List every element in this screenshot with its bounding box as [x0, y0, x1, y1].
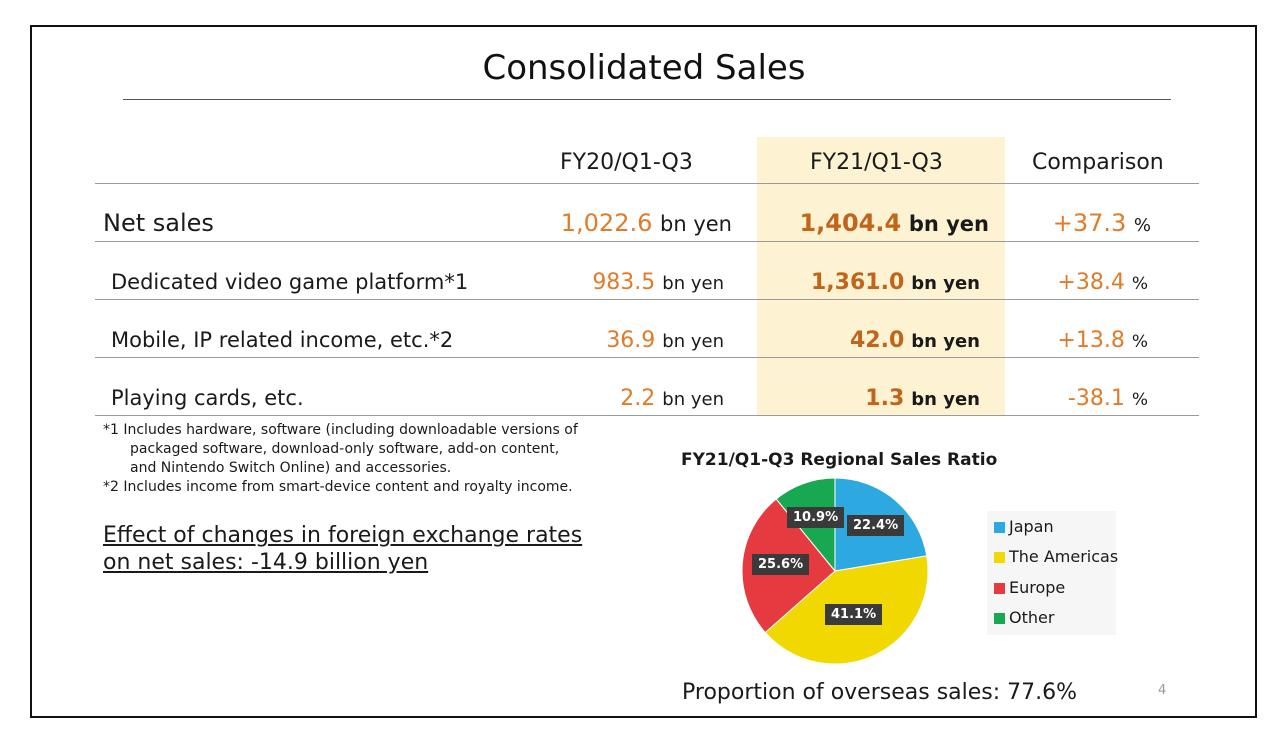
pie-label-americas: 41.1% [825, 604, 883, 625]
footnote-1-cont: packaged software, download-only softwar… [130, 441, 560, 457]
legend-item-americas: The Americas [994, 547, 1118, 566]
net-sales-comparison: +37.3 % [1052, 209, 1151, 237]
dedicated-platform-fy20: 983.5 bn yen [592, 270, 724, 295]
row-label-playing-cards: Playing cards, etc. [111, 386, 304, 410]
row-rule [95, 241, 1199, 242]
slide-frame [30, 25, 1257, 718]
header-rule [95, 183, 1199, 184]
mobile-ip-comparison: +13.8 % [1057, 328, 1148, 353]
header-comparison: Comparison [1032, 150, 1164, 175]
fx-effect-line-1: Effect of changes in foreign exchange ra… [103, 523, 583, 548]
net-sales-fy21: 1,404.4 bn yen [799, 209, 989, 237]
legend-swatch [994, 613, 1005, 624]
header-fy20: FY20/Q1-Q3 [560, 150, 693, 175]
legend-item-europe: Europe [994, 578, 1065, 597]
dedicated-platform-comparison: +38.4 % [1057, 270, 1148, 295]
page-title: Consolidated Sales [482, 48, 806, 88]
row-label-dedicated-platform: Dedicated video game platform*1 [111, 270, 469, 294]
net-sales-fy20: 1,022.6 bn yen [560, 209, 732, 237]
chart-legend: Japan The Americas Europe Other [987, 511, 1118, 635]
legend-item-other: Other [994, 608, 1054, 627]
header-fy21: FY21/Q1-Q3 [810, 150, 943, 175]
playing-cards-fy21: 1.3 bn yen [865, 386, 980, 411]
playing-cards-fy20: 2.2 bn yen [620, 386, 724, 411]
row-label-net-sales: Net sales [103, 209, 214, 237]
legend-item-japan: Japan [994, 517, 1054, 536]
fx-effect-line-2: on net sales: -14.9 billion yen [103, 550, 429, 575]
dedicated-platform-fy21: 1,361.0 bn yen [811, 270, 980, 295]
legend-swatch [994, 583, 1005, 594]
regional-sales-pie [741, 477, 929, 665]
footnote-1: *1 Includes hardware, software (includin… [103, 422, 578, 438]
mobile-ip-fy20: 36.9 bn yen [606, 328, 724, 353]
pie-label-other: 10.9% [787, 507, 845, 528]
row-label-mobile-ip: Mobile, IP related income, etc.*2 [111, 328, 454, 352]
legend-swatch [994, 552, 1005, 563]
pie-label-japan: 22.4% [847, 515, 905, 536]
footnote-2: *2 Includes income from smart-device con… [103, 479, 573, 495]
legend-swatch [994, 522, 1005, 533]
footnote-1-cont: and Nintendo Switch Online) and accessor… [130, 460, 452, 476]
pie-label-europe: 25.6% [752, 554, 810, 575]
chart-title: FY21/Q1-Q3 Regional Sales Ratio [681, 450, 998, 470]
row-rule [95, 415, 1199, 416]
mobile-ip-fy21: 42.0 bn yen [849, 328, 980, 353]
title-divider [123, 99, 1171, 100]
playing-cards-comparison: -38.1 % [1067, 386, 1148, 411]
overseas-proportion: Proportion of overseas sales: 77.6% [682, 680, 1078, 705]
row-rule [95, 299, 1199, 300]
page-number: 4 [1158, 683, 1167, 698]
row-rule [95, 357, 1199, 358]
